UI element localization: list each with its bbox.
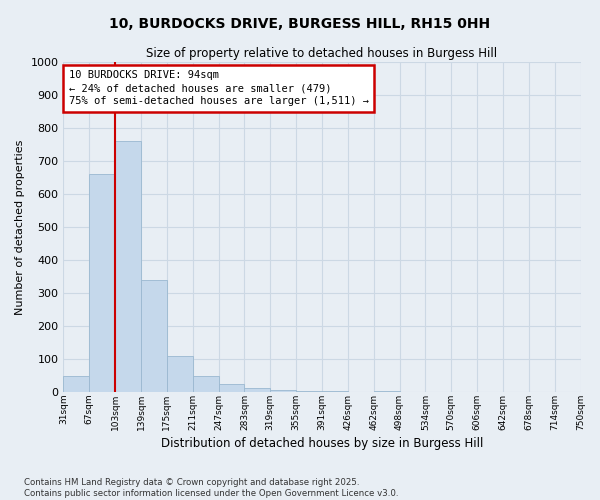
Text: 10, BURDOCKS DRIVE, BURGESS HILL, RH15 0HH: 10, BURDOCKS DRIVE, BURGESS HILL, RH15 0… <box>109 18 491 32</box>
Title: Size of property relative to detached houses in Burgess Hill: Size of property relative to detached ho… <box>146 48 497 60</box>
Text: Contains HM Land Registry data © Crown copyright and database right 2025.
Contai: Contains HM Land Registry data © Crown c… <box>24 478 398 498</box>
Bar <box>89 174 115 392</box>
Y-axis label: Number of detached properties: Number of detached properties <box>15 140 25 314</box>
Text: 10 BURDOCKS DRIVE: 94sqm
← 24% of detached houses are smaller (479)
75% of semi-: 10 BURDOCKS DRIVE: 94sqm ← 24% of detach… <box>68 70 368 106</box>
Bar <box>244 388 270 392</box>
Bar <box>374 390 400 392</box>
Bar <box>64 376 89 392</box>
Bar <box>141 280 167 392</box>
Bar <box>115 141 141 393</box>
Bar <box>270 390 296 392</box>
Bar <box>167 356 193 393</box>
Bar <box>193 376 218 392</box>
Bar <box>296 390 322 392</box>
Bar <box>218 384 244 392</box>
X-axis label: Distribution of detached houses by size in Burgess Hill: Distribution of detached houses by size … <box>161 437 483 450</box>
